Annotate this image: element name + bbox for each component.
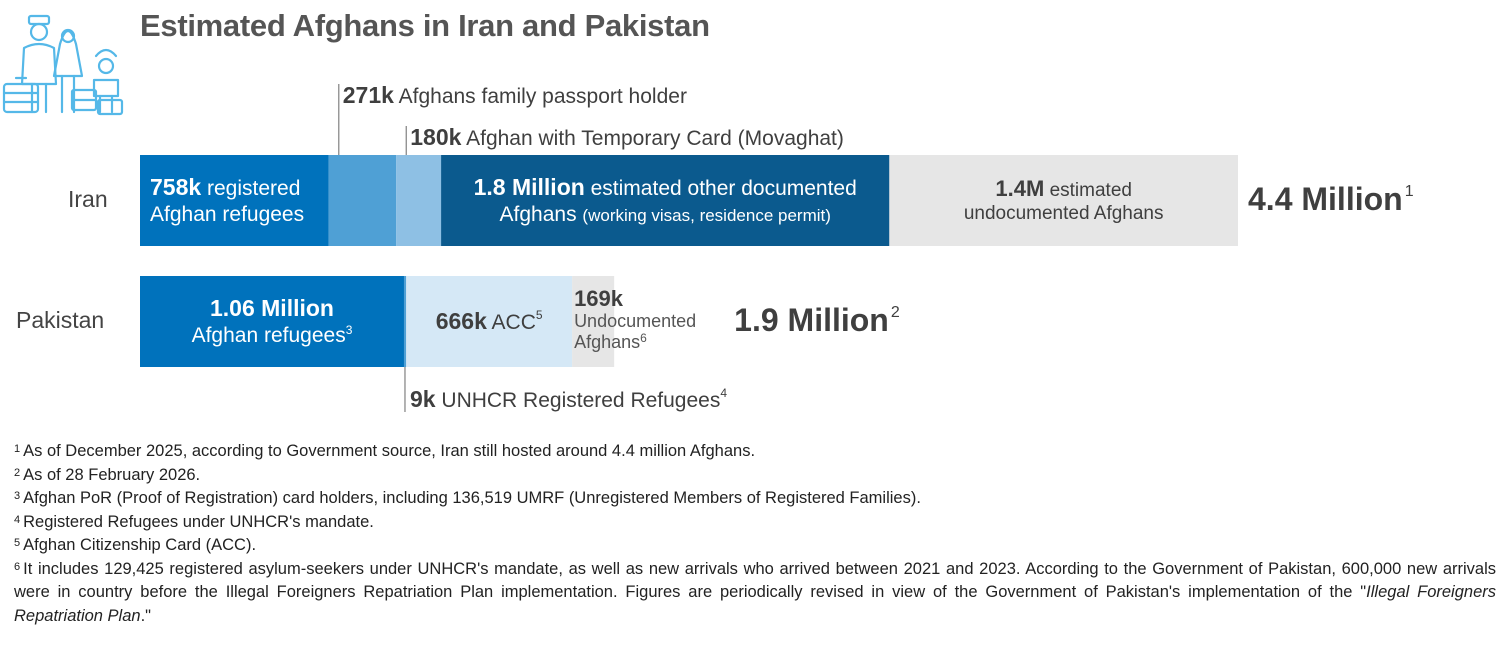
callout-value: 180k bbox=[410, 124, 462, 150]
footnote-2: 2 As of 28 February 2026. bbox=[14, 464, 1496, 488]
footnote-6: 6 It includes 129,425 registered asylum-s… bbox=[14, 558, 1496, 629]
label-value: 758k bbox=[150, 174, 202, 201]
data-label-iran_registered: 758k registered Afghan refugees bbox=[150, 155, 329, 246]
footnote-1: 1 As of December 2025, according to Gover… bbox=[14, 440, 1496, 464]
family-travellers-icon bbox=[2, 14, 124, 116]
bar-iran_family_passport bbox=[328, 155, 397, 246]
bar-pak_acc bbox=[406, 276, 573, 367]
footnote-number: 4 bbox=[14, 513, 21, 526]
bar-iran_temporary_card bbox=[396, 155, 442, 246]
footnote-italic: Illegal Foreigners Repatriation Plan bbox=[14, 583, 1497, 625]
footnotes: 1 As of December 2025, according to Gover… bbox=[14, 440, 1496, 628]
callout-value: 9k bbox=[409, 386, 436, 412]
footnote-ref: 3 bbox=[345, 322, 353, 337]
label-text: Afghan refugees bbox=[191, 323, 346, 347]
label-line: 1.8 Million estimated other documented bbox=[474, 174, 857, 202]
callout-iran_family_passport: 271k Afghans family passport holder bbox=[343, 82, 687, 109]
label-value: 666k bbox=[435, 307, 487, 334]
label-line: 758k registered bbox=[150, 174, 300, 202]
bar-iran_registered bbox=[140, 155, 329, 246]
category-label-pakistan: Pakistan bbox=[16, 307, 105, 333]
total-label-iran: 4.4 Million 1 bbox=[1248, 181, 1414, 218]
footnote-text: Afghan PoR (Proof of Registration) card … bbox=[23, 489, 921, 507]
bar-pak_unhcr_registered bbox=[403, 276, 407, 367]
footnote-number: 2 bbox=[14, 466, 21, 479]
footnote-number: 3 bbox=[14, 490, 21, 502]
label-text: registered bbox=[201, 177, 301, 201]
total-label-pakistan: 1.9 Million 2 bbox=[734, 302, 900, 339]
footnote-ref: 6 bbox=[640, 330, 647, 345]
label-line: Afghan refugees3 bbox=[192, 323, 353, 348]
callout-text: Afghan with Temporary Card (Movaghat) bbox=[461, 127, 844, 150]
data-label-iran_undocumented: 1.4M estimated undocumented Afghans bbox=[889, 155, 1238, 246]
callout-pak_unhcr_registered: 9k UNHCR Registered Refugees4 bbox=[410, 386, 727, 413]
total-value: 1.9 Million bbox=[734, 302, 889, 338]
bar-pak_undocumented bbox=[572, 276, 615, 367]
label-text: estimated bbox=[1044, 179, 1132, 201]
footnote-ref: 4 bbox=[720, 386, 728, 400]
footnote-text: ." bbox=[140, 606, 152, 625]
total-value: 4.4 Million bbox=[1248, 181, 1403, 217]
label-value: 169k bbox=[574, 286, 624, 311]
footnote-number: 1 bbox=[14, 443, 21, 455]
bar-iran_undocumented bbox=[889, 155, 1238, 246]
label-line: Afghans (working visas, residence permit… bbox=[500, 202, 831, 227]
footnote-number: 5 bbox=[14, 537, 21, 549]
callout-value: 271k bbox=[342, 82, 394, 108]
label-line: undocumented Afghans bbox=[963, 202, 1164, 224]
footnote-number: 6 bbox=[14, 560, 21, 573]
footnote-text: As of December 2025, according to Govern… bbox=[23, 442, 756, 460]
label-text: estimated other documented bbox=[584, 177, 857, 201]
stacked-bar-chart bbox=[140, 84, 1238, 412]
label-value: 1.8 Million bbox=[473, 174, 585, 201]
footnote-ref: 5 bbox=[535, 307, 543, 322]
label-text: Afghans bbox=[499, 202, 583, 226]
footnote-ref: 2 bbox=[890, 304, 900, 321]
footnote-3: 3 Afghan PoR (Proof of Registration) card… bbox=[14, 487, 1496, 511]
label-text: Afghans bbox=[574, 331, 641, 352]
label-text: Undocumented bbox=[574, 311, 697, 332]
footnote-text: Afghan Citizenship Card (ACC). bbox=[23, 536, 257, 554]
data-label-pak_undocumented: 169k Undocumented Afghans6 bbox=[574, 286, 696, 353]
callout-text: Afghans family passport holder bbox=[393, 85, 687, 108]
label-text: ACC bbox=[486, 310, 536, 334]
footnote-5: 5 Afghan Citizenship Card (ACC). bbox=[14, 534, 1496, 558]
callout-iran_temporary_card: 180k Afghan with Temporary Card (Movagha… bbox=[410, 124, 844, 151]
bar-iran_other_documented bbox=[441, 155, 890, 246]
footnote-4: 4 Registered Refugees under UNHCR's manda… bbox=[14, 511, 1496, 535]
data-label-pak_acc: 666k ACC5 bbox=[406, 276, 572, 367]
footnote-text: As of 28 February 2026. bbox=[23, 465, 201, 484]
label-value: 1.06 Million bbox=[209, 295, 334, 322]
label-line: Afghans6 bbox=[574, 330, 647, 353]
label-value: 1.4M bbox=[995, 175, 1045, 201]
category-label-iran: Iran bbox=[68, 186, 108, 212]
data-label-iran_other_documented: 1.8 Million estimated other documented Af… bbox=[441, 155, 889, 246]
label-line: Afghan refugees bbox=[150, 202, 305, 226]
callout-text: UNHCR Registered Refugees bbox=[435, 389, 721, 412]
label-text: (working visas, residence permit) bbox=[582, 205, 831, 225]
footnote-text: It includes 129,425 registered asylum-se… bbox=[14, 559, 1496, 602]
bar-pak_refugees bbox=[140, 276, 404, 367]
footnote-text: Registered Refugees under UNHCR's mandat… bbox=[23, 512, 374, 531]
chart-title: Estimated Afghans in Iran and Pakistan bbox=[140, 8, 710, 43]
footnote-ref: 1 bbox=[1404, 183, 1414, 200]
data-label-pak_refugees: 1.06 Million Afghan refugees3 bbox=[140, 276, 404, 367]
label-line: 666k ACC5 bbox=[436, 308, 543, 336]
label-line: 1.4M estimated bbox=[995, 176, 1132, 203]
